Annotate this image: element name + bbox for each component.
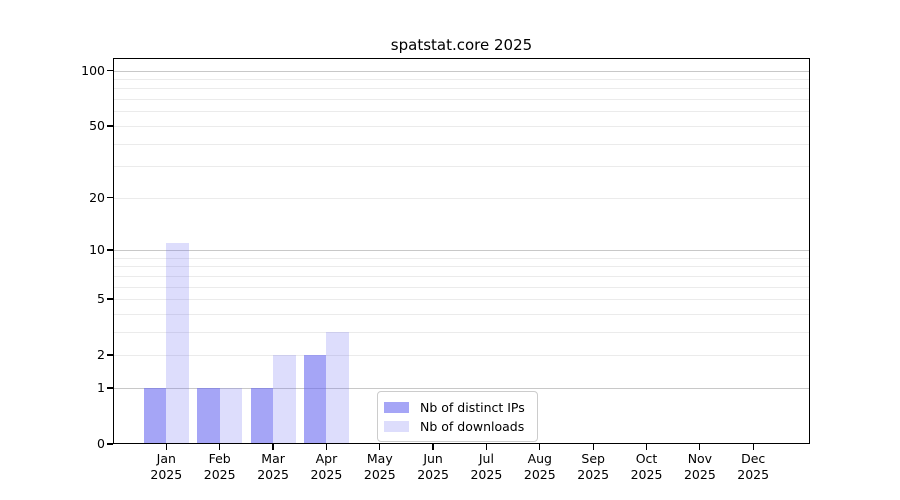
y-tick-mark	[107, 197, 113, 199]
x-tick-mark	[645, 444, 648, 450]
legend-item-downloads: Nb of downloads	[384, 418, 525, 434]
y-tick-mark	[107, 298, 113, 300]
legend-swatch-downloads	[384, 420, 409, 432]
x-tick-mark	[272, 444, 274, 450]
bar-downloads-apr	[326, 331, 349, 444]
x-tick-mark	[379, 444, 381, 450]
gridline-minor	[113, 111, 810, 113]
x-tick-label: Dec 2025	[737, 451, 770, 482]
gridline-minor	[113, 286, 810, 288]
x-tick-mark	[219, 444, 221, 450]
gridline-minor	[113, 143, 810, 145]
x-tick-mark	[485, 444, 488, 450]
x-tick-label: Jan 2025	[150, 451, 183, 482]
bar-downloads-feb	[219, 387, 243, 444]
x-tick-label: Nov 2025	[683, 451, 716, 482]
y-tick-label: 1	[97, 379, 105, 395]
x-tick-label: Jun 2025	[417, 451, 449, 482]
bar-distinct-ips-mar	[250, 387, 274, 444]
gridline-minor	[113, 257, 810, 259]
chart-title: spatstat.core 2025	[390, 36, 533, 54]
y-tick-mark	[107, 125, 113, 127]
x-tick-label: Sep 2025	[577, 451, 610, 482]
gridline-major	[113, 387, 810, 389]
gridline-minor	[113, 197, 810, 199]
y-tick-label: 0	[97, 436, 105, 451]
gridline-minor	[113, 166, 810, 168]
y-tick-mark	[107, 443, 113, 445]
gridline-minor	[113, 331, 810, 333]
y-tick-label: 20	[89, 189, 105, 205]
x-tick-label: Aug 2025	[523, 451, 556, 482]
gridline-major	[113, 70, 810, 72]
x-tick-mark	[539, 444, 541, 450]
x-tick-label: May 2025	[363, 451, 396, 482]
gridline-minor	[113, 88, 810, 90]
gridline-minor	[113, 99, 810, 101]
gridline-minor	[113, 299, 810, 300]
gridline-minor	[113, 275, 810, 277]
gridline-minor	[113, 79, 810, 80]
y-tick-mark	[107, 249, 113, 251]
x-tick-mark	[432, 444, 434, 450]
x-tick-mark	[165, 444, 168, 450]
bar-distinct-ips-jan	[143, 387, 167, 444]
x-tick-label: Feb 2025	[203, 451, 236, 482]
bar-distinct-ips-feb	[197, 387, 220, 444]
legend-item-distinct-ips: Nb of distinct IPs	[384, 399, 525, 415]
plot-area-border	[113, 58, 810, 444]
bar-downloads-jan	[166, 242, 189, 444]
y-tick-mark	[107, 387, 113, 389]
y-tick-label: 2	[97, 347, 105, 363]
x-tick-label: Jul 2025	[470, 451, 503, 482]
legend-swatch-distinct-ips	[384, 401, 409, 413]
x-tick-label: Oct 2025	[630, 451, 663, 482]
x-tick-mark	[699, 444, 701, 450]
gridline-minor	[113, 313, 810, 315]
gridline-major	[113, 250, 810, 251]
gridline-minor	[113, 266, 810, 268]
y-tick-label: 100	[81, 62, 105, 78]
x-tick-mark	[325, 444, 328, 450]
gridline-minor	[113, 355, 810, 357]
x-tick-mark	[752, 444, 754, 450]
bar-distinct-ips-apr	[303, 355, 327, 444]
gridline-minor	[113, 125, 810, 127]
bar-downloads-mar	[273, 355, 296, 444]
x-tick-label: Apr 2025	[310, 451, 343, 482]
legend: Nb of distinct IPs Nb of downloads	[377, 391, 538, 442]
y-tick-label: 10	[89, 242, 105, 257]
x-tick-mark	[592, 444, 594, 450]
legend-label-downloads: Nb of downloads	[420, 418, 525, 434]
y-tick-mark	[107, 69, 113, 72]
y-tick-mark	[107, 354, 113, 356]
y-tick-label: 50	[89, 117, 105, 133]
x-tick-label: Mar 2025	[257, 451, 289, 482]
legend-label-distinct-ips: Nb of distinct IPs	[420, 399, 525, 415]
y-tick-label: 5	[97, 291, 105, 306]
